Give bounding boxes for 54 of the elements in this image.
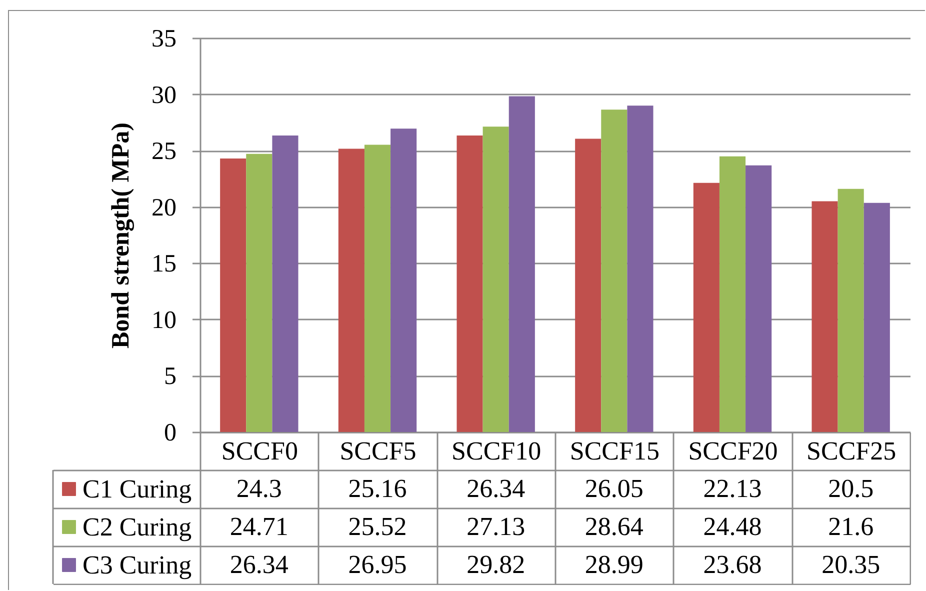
data-label: 23.68 [703,550,762,579]
x-tick-label: SCCF15 [570,436,660,466]
bar [220,158,246,432]
y-tick-label: 25 [152,138,176,166]
x-tick-label: SCCF25 [806,436,896,466]
x-tick-label: SCCF20 [688,436,778,466]
bar [601,110,628,432]
y-tick-label: 35 [152,26,176,52]
data-label: 27.13 [466,512,526,541]
data-label: 29.82 [466,550,526,579]
bar [746,165,772,432]
data-label: 24.71 [230,512,288,541]
data-label: 28.64 [584,512,644,541]
legend-label: C1 Curing [82,474,192,504]
y-tick-label: 30 [152,82,176,109]
data-label: 22.13 [703,474,762,503]
data-label: 26.34 [466,474,526,503]
data-label: 20.5 [828,474,874,503]
data-label: 21.6 [828,512,874,541]
data-label: 25.16 [348,474,407,503]
bar [838,188,864,432]
bar [864,202,890,432]
data-label: 26.34 [230,550,288,579]
y-tick-label: 10 [152,306,176,334]
bar [812,201,838,432]
bar [719,156,746,432]
bar [390,128,417,432]
data-label: 25.52 [348,512,407,541]
bar [693,182,720,432]
bar [246,154,272,432]
legend-label: C2 Curing [82,512,192,542]
bar [364,144,391,432]
x-tick-label: SCCF5 [340,436,416,466]
y-axis-title: Bond strength( MPa) [108,122,134,348]
y-tick-label: 15 [152,250,176,278]
data-label: 26.95 [348,550,407,579]
bar [272,135,298,432]
data-label: 28.99 [584,550,644,579]
bar [508,96,535,432]
data-label: 20.35 [822,550,880,579]
bar [456,135,483,432]
y-tick-label: 20 [152,194,176,222]
bar [482,126,509,432]
bar [338,148,364,432]
data-label: 24.48 [703,512,762,541]
data-label: 26.05 [584,474,644,503]
y-tick-label: 5 [164,363,176,390]
legend-label: C3 Curing [82,550,192,580]
bar [575,138,602,432]
bar [627,106,654,432]
data-label: 24.3 [236,474,282,503]
y-tick-label: 0 [164,420,176,446]
x-tick-label: SCCF0 [221,436,298,466]
x-tick-label: SCCF10 [452,436,542,466]
